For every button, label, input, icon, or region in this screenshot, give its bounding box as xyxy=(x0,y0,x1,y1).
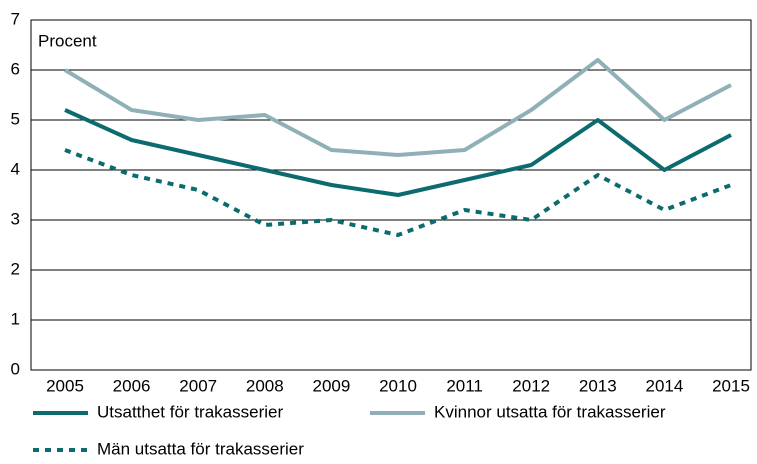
y-tick-label: 2 xyxy=(11,259,20,278)
y-tick-label: 5 xyxy=(11,109,20,128)
plot-frame xyxy=(30,19,752,371)
x-tick-label: 2013 xyxy=(579,376,617,395)
x-tick-label: 2005 xyxy=(46,376,84,395)
x-tick-label: 2009 xyxy=(312,376,350,395)
legend-label: Kvinnor utsatta för trakasserier xyxy=(434,402,666,421)
series-line xyxy=(64,108,732,197)
y-tick-label: 3 xyxy=(11,209,20,228)
y-axis-label: Procent xyxy=(38,31,97,50)
x-tick-label: 2007 xyxy=(179,376,217,395)
x-tick-label: 2011 xyxy=(446,376,483,395)
y-tick-label: 7 xyxy=(11,9,20,28)
x-tick-label: 2012 xyxy=(512,376,550,395)
y-tick-label: 6 xyxy=(11,59,20,78)
x-tick-label: 2006 xyxy=(113,376,151,395)
legend-label: Utsatthet för trakasserier xyxy=(97,402,283,421)
x-tick-label: 2010 xyxy=(379,376,417,395)
x-tick-label: 2008 xyxy=(246,376,284,395)
series-line xyxy=(64,148,732,237)
x-tick-label: 2015 xyxy=(712,376,750,395)
x-tick-label: 2014 xyxy=(645,376,683,395)
series-line xyxy=(63,58,732,157)
y-tick-label: 4 xyxy=(11,159,20,178)
y-tick-label: 1 xyxy=(11,309,20,328)
legend-label: Män utsatta för trakasserier xyxy=(97,439,304,458)
y-tick-label: 0 xyxy=(11,359,20,378)
